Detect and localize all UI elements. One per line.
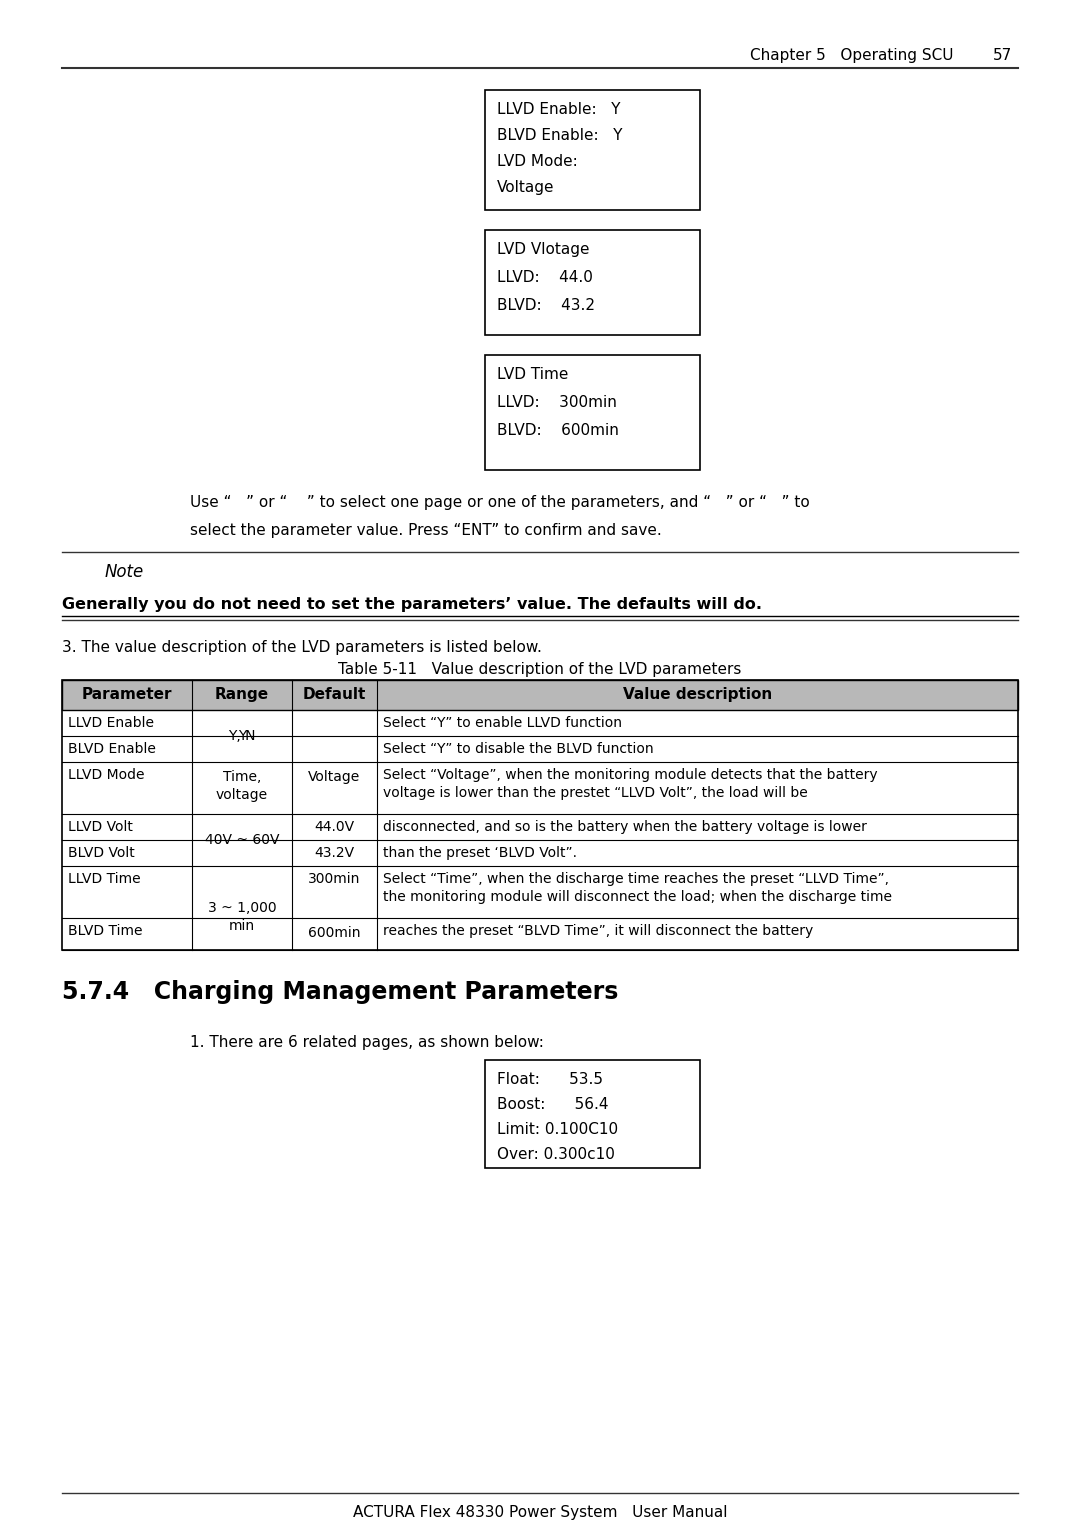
Text: Default: Default	[302, 688, 366, 701]
Text: Over: 0.300c10: Over: 0.300c10	[497, 1148, 615, 1161]
Bar	[485, 354, 700, 471]
Text: 300min: 300min	[308, 872, 361, 886]
Text: BLVD Volt: BLVD Volt	[68, 847, 135, 860]
Bar	[485, 90, 700, 209]
Text: ACTURA Flex 48330 Power System   User Manual: ACTURA Flex 48330 Power System User Manu…	[353, 1505, 727, 1520]
Text: 600min: 600min	[308, 926, 361, 940]
Text: LLVD Enable: LLVD Enable	[68, 717, 154, 730]
Text: LVD Time: LVD Time	[497, 367, 568, 382]
Text: LLVD:    300min: LLVD: 300min	[497, 396, 617, 410]
Text: Parameter: Parameter	[82, 688, 172, 701]
Text: Range: Range	[215, 688, 269, 701]
Text: 43.2V: 43.2V	[314, 847, 354, 860]
Text: Limit: 0.100C10: Limit: 0.100C10	[497, 1122, 618, 1137]
Text: BLVD Enable:   Y: BLVD Enable: Y	[497, 128, 622, 144]
Text: Voltage: Voltage	[497, 180, 554, 196]
Text: LLVD Mode: LLVD Mode	[68, 769, 145, 782]
Text: Y: Y	[238, 729, 246, 743]
Bar	[62, 680, 1018, 950]
Text: than the preset ‘BLVD Volt”.: than the preset ‘BLVD Volt”.	[383, 847, 577, 860]
Text: LLVD Volt: LLVD Volt	[68, 821, 133, 834]
Text: 57: 57	[993, 47, 1012, 63]
Bar	[485, 231, 700, 335]
Text: Use “   ” or “    ” to select one page or one of the parameters, and “   ” or “ : Use “ ” or “ ” to select one page or one…	[190, 495, 810, 510]
Bar	[485, 1060, 700, 1167]
Text: disconnected, and so is the battery when the battery voltage is lower: disconnected, and so is the battery when…	[383, 821, 867, 834]
Text: 5.7.4   Charging Management Parameters: 5.7.4 Charging Management Parameters	[62, 979, 619, 1004]
Text: LVD Vlotage: LVD Vlotage	[497, 241, 590, 257]
Text: 3. The value description of the LVD parameters is listed below.: 3. The value description of the LVD para…	[62, 640, 542, 656]
Text: Voltage: Voltage	[309, 770, 361, 784]
Text: Chapter 5   Operating SCU: Chapter 5 Operating SCU	[750, 47, 954, 63]
Text: Generally you do not need to set the parameters’ value. The defaults will do.: Generally you do not need to set the par…	[62, 597, 762, 613]
Text: Select “Voltage”, when the monitoring module detects that the battery
voltage is: Select “Voltage”, when the monitoring mo…	[383, 769, 878, 801]
Text: Select “Time”, when the discharge time reaches the preset “LLVD Time”,
the monit: Select “Time”, when the discharge time r…	[383, 872, 892, 905]
Text: Select “Y” to enable LLVD function: Select “Y” to enable LLVD function	[383, 717, 622, 730]
Text: BLVD:    43.2: BLVD: 43.2	[497, 298, 595, 313]
Bar	[62, 680, 1018, 711]
Text: Time,
voltage: Time, voltage	[216, 770, 268, 802]
Text: BLVD Enable: BLVD Enable	[68, 743, 156, 756]
Text: 40V ~ 60V: 40V ~ 60V	[205, 833, 280, 847]
Text: LVD Mode:: LVD Mode:	[497, 154, 578, 170]
Text: 44.0V: 44.0V	[314, 821, 354, 834]
Text: LLVD Time: LLVD Time	[68, 872, 140, 886]
Text: 1. There are 6 related pages, as shown below:: 1. There are 6 related pages, as shown b…	[190, 1034, 544, 1050]
Text: BLVD Time: BLVD Time	[68, 924, 143, 938]
Text: Boost:      56.4: Boost: 56.4	[497, 1097, 608, 1112]
Text: select the parameter value. Press “ENT” to confirm and save.: select the parameter value. Press “ENT” …	[190, 523, 662, 538]
Text: Float:      53.5: Float: 53.5	[497, 1073, 603, 1086]
Text: Y, N: Y, N	[228, 729, 256, 743]
Text: reaches the preset “BLVD Time”, it will disconnect the battery: reaches the preset “BLVD Time”, it will …	[383, 924, 813, 938]
Text: Note: Note	[105, 562, 145, 581]
Text: Select “Y” to disable the BLVD function: Select “Y” to disable the BLVD function	[383, 743, 653, 756]
Text: Table 5-11   Value description of the LVD parameters: Table 5-11 Value description of the LVD …	[338, 662, 742, 677]
Text: BLVD:    600min: BLVD: 600min	[497, 423, 619, 439]
Text: LLVD Enable:   Y: LLVD Enable: Y	[497, 102, 621, 118]
Text: 3 ~ 1,000
min: 3 ~ 1,000 min	[207, 902, 276, 934]
Text: LLVD:    44.0: LLVD: 44.0	[497, 270, 593, 286]
Text: Value description: Value description	[623, 688, 772, 701]
